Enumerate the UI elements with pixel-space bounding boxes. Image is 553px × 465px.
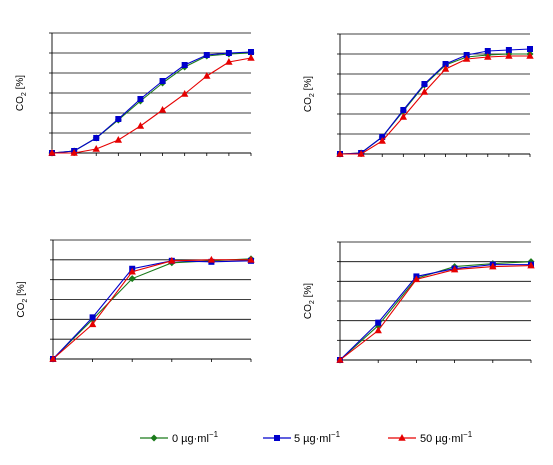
legend-marker [398, 434, 406, 441]
data-point-series-2 [248, 49, 254, 55]
data-point-series-3 [357, 150, 365, 157]
series-line-1 [339, 53, 530, 155]
data-point-series-3 [462, 55, 471, 62]
data-point-series-2 [505, 47, 512, 53]
legend-label-superscript: −1 [331, 430, 341, 439]
series-line-2 [339, 264, 531, 361]
legend-label: 0 µg·ml−1 [172, 430, 219, 445]
legend-label: 5 µg·ml−1 [294, 430, 341, 445]
y-axis-title: CO2 [%] [15, 75, 28, 111]
series-line-2 [51, 51, 252, 154]
data-point-series-3 [203, 72, 211, 79]
data-point-series-3 [505, 52, 513, 59]
legend-item-1: 0 µg·ml−1 [140, 430, 219, 445]
series-line-1 [339, 261, 532, 361]
y-axis-title-part: CO [303, 304, 314, 319]
y-axis-title-part: 2 [22, 299, 29, 303]
series-line-3 [340, 55, 530, 155]
data-point-series-3 [48, 149, 56, 156]
legend-item-2: 5 µg·ml−1 [263, 430, 341, 445]
data-point-series-3 [70, 149, 78, 156]
data-point-series-3 [114, 136, 123, 143]
data-point-series-2 [89, 314, 96, 321]
y-axis-title-part: CO [15, 96, 26, 111]
y-axis-title-part: [%] [16, 281, 27, 298]
y-axis-title-part: 2 [309, 300, 316, 304]
data-point-series-2 [484, 48, 491, 54]
data-point-series-3 [247, 255, 255, 263]
data-point-series-2 [442, 61, 449, 67]
chart-panel-3: CO2 [%] [16, 239, 255, 363]
data-point-series-1 [128, 275, 136, 283]
y-axis-title: CO2 [%] [303, 76, 316, 112]
legend-label-text: 0 µg·ml [172, 433, 209, 445]
legend-item-3: 50 µg·ml−1 [388, 430, 473, 445]
legend-label-text: 5 µg·ml [294, 433, 331, 445]
y-axis-title: CO2 [%] [303, 283, 316, 319]
data-point-series-3 [49, 355, 57, 362]
data-point-series-3 [526, 52, 534, 59]
data-point-series-3 [158, 106, 167, 113]
data-point-series-3 [180, 90, 189, 97]
y-axis-title-part: 2 [21, 92, 28, 96]
series-line-3 [339, 265, 532, 361]
data-point-series-3 [399, 113, 408, 120]
legend-label: 50 µg·ml−1 [420, 430, 473, 445]
series-line-3 [52, 259, 251, 360]
y-axis-title-part: CO [16, 302, 27, 317]
chart-panel-2: CO2 [%] [303, 33, 534, 158]
data-point-series-2 [181, 62, 188, 68]
data-point-series-2 [137, 96, 144, 102]
data-point-series-2 [115, 116, 122, 122]
data-point-series-3 [378, 137, 386, 144]
data-point-series-2 [421, 81, 428, 87]
series-line-1 [51, 52, 252, 154]
data-point-series-3 [489, 262, 497, 270]
data-point-series-2 [375, 319, 382, 326]
series-line-1 [52, 258, 252, 360]
y-axis-title-part: [%] [303, 283, 314, 300]
y-axis-title-part: [%] [15, 75, 26, 92]
data-point-series-3 [136, 122, 145, 129]
legend: 0 µg·ml−1 5 µg·ml−1 50 µg·ml−1 [140, 430, 473, 445]
data-point-series-3 [420, 88, 429, 95]
y-axis-title-part: [%] [303, 76, 314, 93]
data-point-series-3 [484, 53, 492, 60]
series-line-2 [339, 48, 531, 155]
legend-marker [150, 434, 158, 442]
data-point-series-3 [527, 261, 535, 269]
data-point-series-3 [247, 54, 255, 61]
y-axis-title-part: CO [303, 97, 314, 112]
data-point-series-3 [412, 275, 421, 283]
data-point-series-3 [128, 267, 136, 275]
y-axis-title: CO2 [%] [16, 281, 29, 317]
data-point-series-2 [203, 52, 210, 58]
data-point-series-3 [336, 356, 344, 363]
data-point-series-3 [88, 320, 97, 328]
legend-label-text: 50 µg·ml [420, 433, 463, 445]
series-line-2 [52, 260, 252, 360]
legend-label-superscript: −1 [463, 430, 473, 439]
data-point-series-2 [93, 135, 100, 141]
data-point-series-3 [207, 255, 216, 263]
legend-label-superscript: −1 [209, 430, 219, 439]
data-point-series-2 [400, 107, 407, 113]
chart-panel-4: CO2 [%] [303, 241, 535, 364]
legend-marker [274, 435, 280, 441]
data-point-series-2 [225, 50, 232, 56]
data-point-series-2 [159, 78, 166, 84]
data-point-series-3 [450, 265, 459, 273]
chart-panel-1: CO2 [%] [15, 32, 255, 157]
data-point-series-3 [374, 326, 382, 334]
data-point-series-3 [336, 150, 344, 157]
data-point-series-3 [92, 145, 100, 152]
data-point-series-2 [527, 46, 533, 52]
data-point-series-3 [168, 256, 176, 264]
data-point-series-3 [225, 58, 233, 65]
data-point-series-3 [441, 65, 450, 72]
y-axis-title-part: 2 [309, 93, 316, 97]
series-line-3 [52, 57, 252, 154]
